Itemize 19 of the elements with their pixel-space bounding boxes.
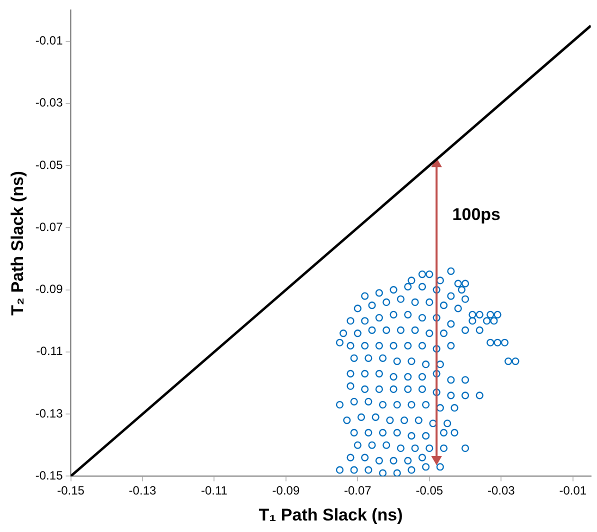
x-tick-label: -0.05 bbox=[416, 484, 444, 498]
y-tick-label: -0.05 bbox=[35, 158, 64, 172]
x-tick-label: -0.07 bbox=[344, 484, 372, 498]
x-tick-label: -0.01 bbox=[559, 484, 587, 498]
y-tick-label: -0.09 bbox=[35, 282, 64, 296]
annotation: 100ps bbox=[452, 204, 500, 224]
x-axis-title: T₁ Path Slack (ns) bbox=[258, 505, 403, 524]
y-tick-label: -0.03 bbox=[35, 96, 64, 110]
y-tick-label: -0.07 bbox=[35, 220, 64, 234]
y-axis-title: T₂ Path Slack (ns) bbox=[8, 170, 27, 316]
x-tick-label: -0.15 bbox=[57, 484, 85, 498]
y-tick-label: -0.13 bbox=[35, 406, 64, 420]
x-tick-label: -0.03 bbox=[487, 484, 516, 498]
y-tick-label: -0.15 bbox=[35, 468, 64, 483]
x-tick-label: -0.11 bbox=[200, 484, 228, 498]
x-tick-label: -0.09 bbox=[272, 484, 300, 498]
x-tick-label: -0.13 bbox=[128, 484, 156, 498]
y-tick-label: -0.01 bbox=[35, 34, 64, 48]
y-tick-label: -0.11 bbox=[36, 344, 64, 358]
